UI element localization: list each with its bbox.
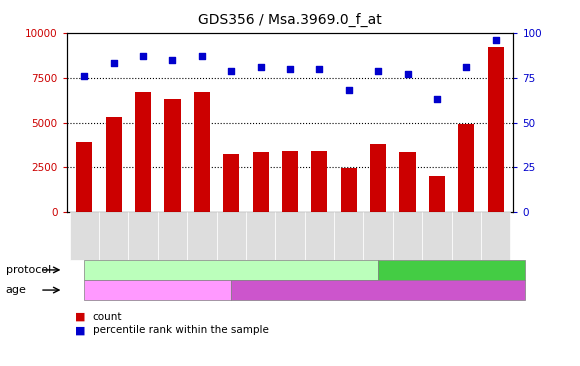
Text: calorie-restricted: calorie-restricted (407, 265, 496, 275)
Point (374, 68, 383, 74)
Bar (311, 151, 328, 212)
Text: GSM7450: GSM7450 (403, 214, 412, 258)
Text: GSM7474: GSM7474 (139, 214, 147, 258)
Point (168, 57, 177, 63)
Bar (370, 144, 386, 212)
Text: GSM7464: GSM7464 (315, 214, 324, 258)
Bar (135, 92, 151, 212)
Text: GSM7475: GSM7475 (168, 214, 177, 258)
Bar (488, 47, 504, 212)
Text: GSM7460: GSM7460 (256, 214, 265, 258)
Text: ■: ■ (75, 311, 86, 322)
Text: GSM7458: GSM7458 (227, 214, 235, 258)
Text: percentile rank within the sample: percentile rank within the sample (93, 325, 269, 336)
Point (256, 64, 265, 70)
Text: GSM7452: GSM7452 (433, 214, 441, 258)
Text: GSM7476: GSM7476 (197, 214, 206, 258)
Point (109, 60, 118, 66)
Bar (429, 176, 445, 212)
Bar (164, 99, 180, 212)
Text: GSM7454: GSM7454 (462, 214, 471, 258)
Point (315, 66, 324, 72)
Point (197, 53, 206, 59)
Bar (400, 152, 416, 212)
Text: 30 month: 30 month (353, 285, 403, 295)
Point (344, 87, 353, 93)
Point (285, 66, 295, 72)
Text: GSM7466: GSM7466 (345, 214, 353, 258)
Text: GSM7462: GSM7462 (285, 214, 295, 258)
Text: control fed: control fed (203, 265, 259, 275)
Point (432, 96, 441, 102)
Bar (340, 168, 357, 212)
Point (139, 53, 148, 59)
Text: GDS356 / Msa.3969.0_f_at: GDS356 / Msa.3969.0_f_at (198, 13, 382, 27)
Text: 5 month: 5 month (136, 285, 180, 295)
Bar (282, 151, 298, 212)
Bar (194, 92, 210, 212)
Point (403, 71, 412, 77)
Bar (76, 142, 92, 212)
Point (79, 73, 89, 79)
Text: GSM7473: GSM7473 (109, 214, 118, 258)
Text: age: age (6, 285, 27, 295)
Bar (106, 117, 122, 212)
Text: GSM7456: GSM7456 (491, 214, 500, 258)
Bar (458, 123, 474, 212)
Bar (223, 154, 240, 212)
Text: count: count (93, 311, 122, 322)
Text: GSM7472: GSM7472 (80, 214, 89, 258)
Point (462, 64, 471, 70)
Text: ■: ■ (75, 325, 86, 336)
Text: GSM7448: GSM7448 (374, 214, 383, 258)
Point (491, 37, 501, 43)
Point (227, 68, 236, 74)
Bar (252, 152, 269, 212)
Text: protocol: protocol (6, 265, 51, 275)
